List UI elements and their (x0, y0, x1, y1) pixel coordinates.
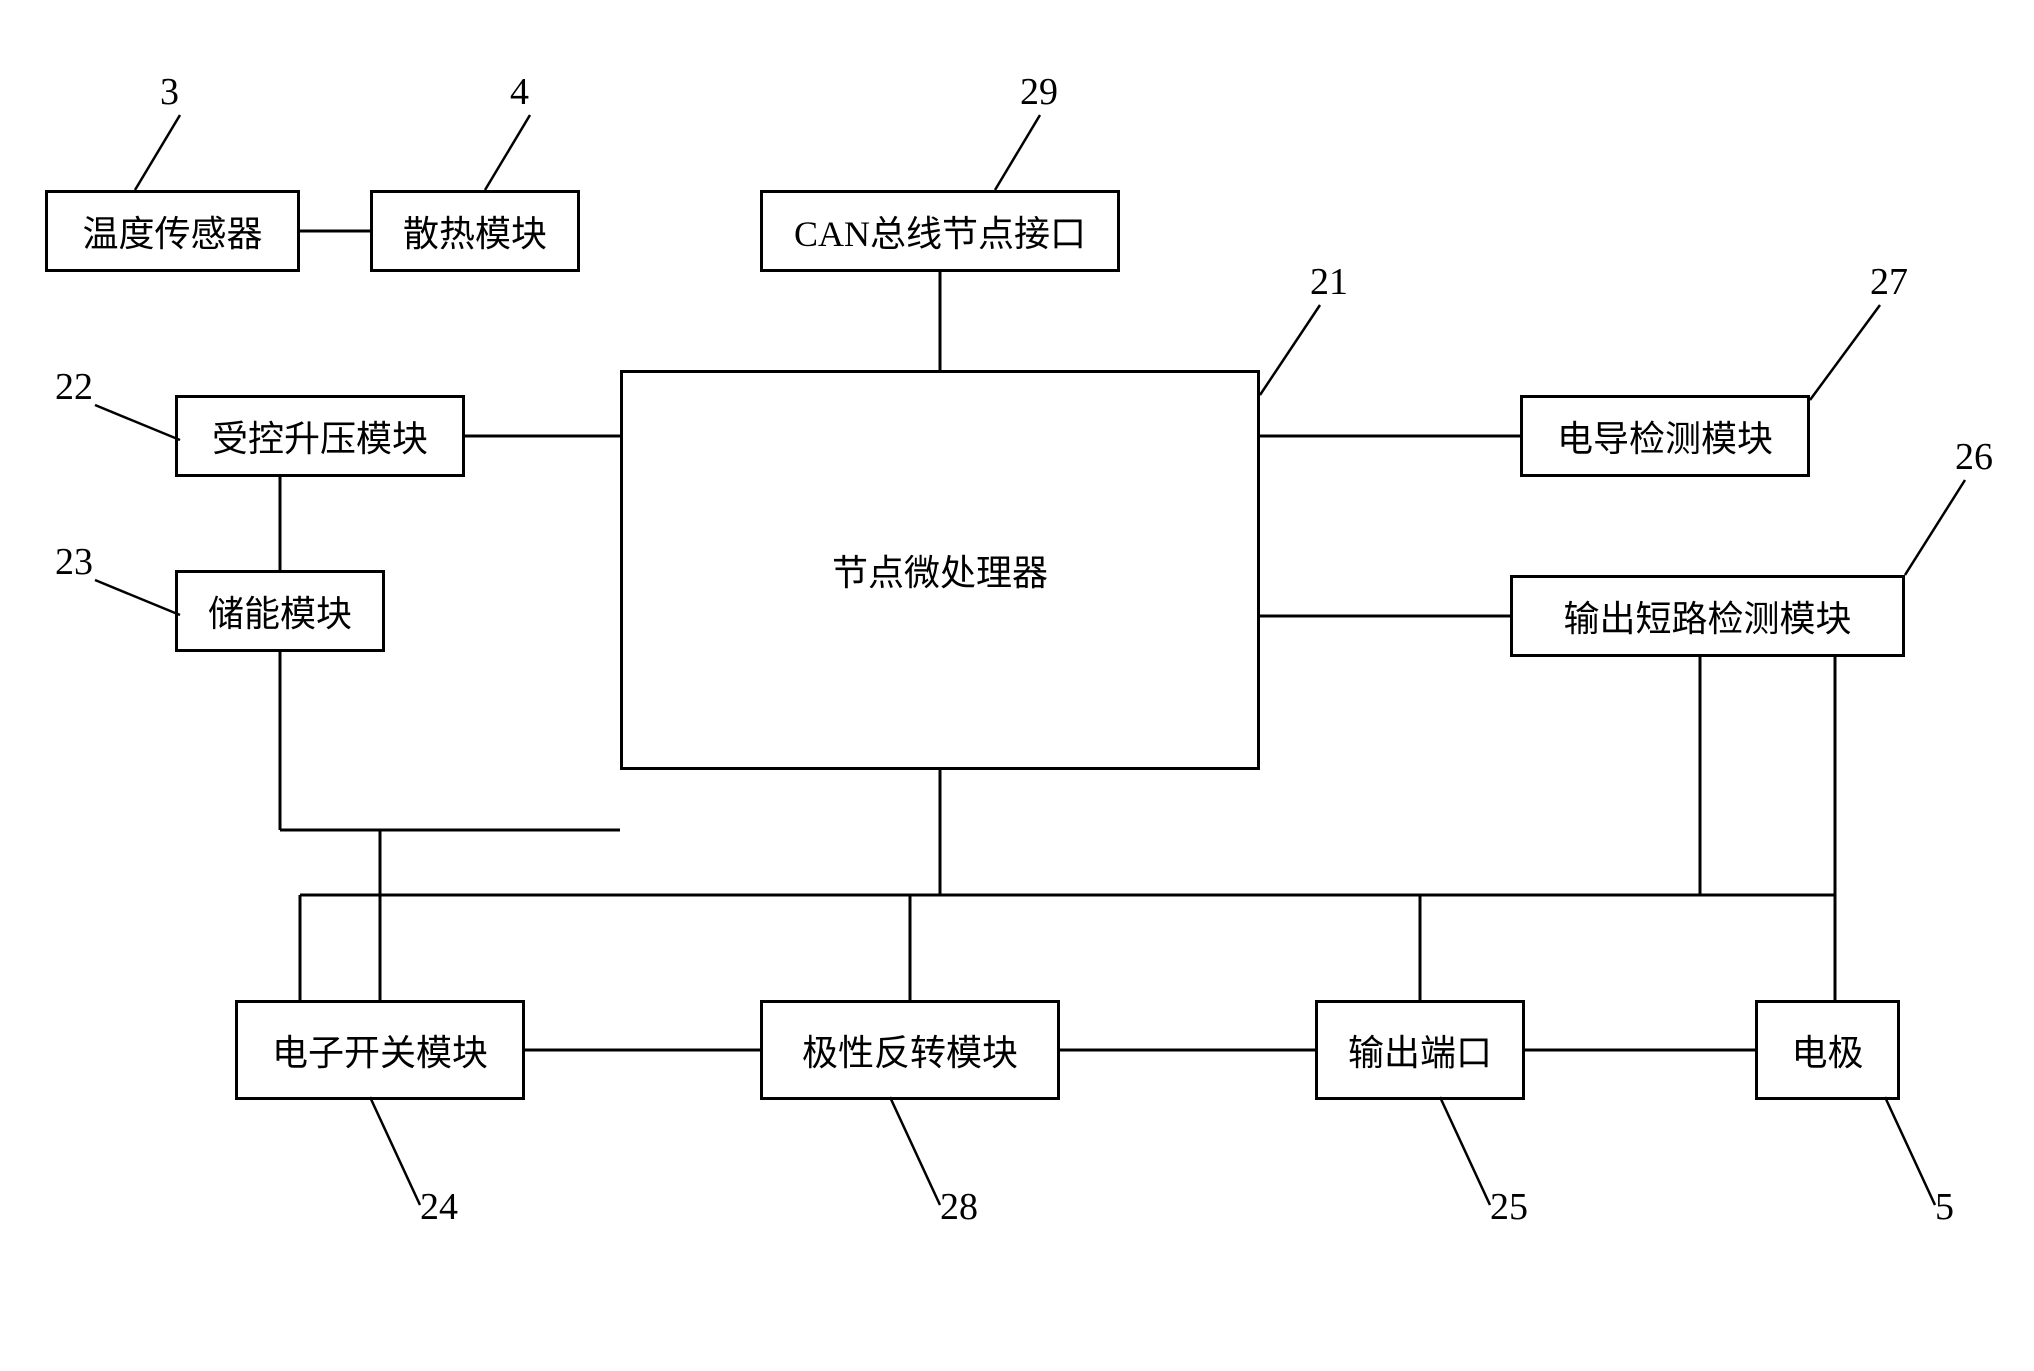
box-label: 节点微处理器 (832, 544, 1048, 596)
box-short-detect: 输出短路检测模块 (1510, 575, 1905, 657)
ref-label-26: 26 (1955, 435, 1993, 479)
ref-label-21: 21 (1310, 260, 1348, 304)
ref-label-29: 29 (1020, 70, 1058, 114)
box-label: 受控升压模块 (212, 410, 428, 462)
box-boost: 受控升压模块 (175, 395, 465, 477)
ref-label-25: 25 (1490, 1185, 1528, 1229)
box-conductance: 电导检测模块 (1520, 395, 1810, 477)
box-label: 电极 (1791, 1024, 1863, 1076)
ref-label-5: 5 (1935, 1185, 1954, 1229)
box-storage: 储能模块 (175, 570, 385, 652)
box-label: 散热模块 (403, 205, 547, 257)
box-label: 电导检测模块 (1557, 410, 1773, 462)
box-label: 输出短路检测模块 (1563, 590, 1851, 642)
box-label: 输出端口 (1348, 1024, 1492, 1076)
box-cooling: 散热模块 (370, 190, 580, 272)
box-temp-sensor: 温度传感器 (45, 190, 300, 272)
box-label: 储能模块 (208, 585, 352, 637)
ref-label-24: 24 (420, 1185, 458, 1229)
block-diagram: 温度传感器 散热模块 CAN总线节点接口 受控升压模块 储能模块 节点微处理器 … (0, 0, 2034, 1371)
ref-label-28: 28 (940, 1185, 978, 1229)
box-output-port: 输出端口 (1315, 1000, 1525, 1100)
box-label: 温度传感器 (82, 205, 262, 257)
box-electrode: 电极 (1755, 1000, 1900, 1100)
box-switch: 电子开关模块 (235, 1000, 525, 1100)
ref-label-3: 3 (160, 70, 179, 114)
box-label: 电子开关模块 (272, 1024, 488, 1076)
ref-label-22: 22 (55, 365, 93, 409)
ref-label-27: 27 (1870, 260, 1908, 304)
box-can-interface: CAN总线节点接口 (760, 190, 1120, 272)
ref-label-23: 23 (55, 540, 93, 584)
box-label: CAN总线节点接口 (794, 205, 1086, 257)
box-mcu: 节点微处理器 (620, 370, 1260, 770)
box-polarity: 极性反转模块 (760, 1000, 1060, 1100)
box-label: 极性反转模块 (802, 1024, 1018, 1076)
ref-label-4: 4 (510, 70, 529, 114)
